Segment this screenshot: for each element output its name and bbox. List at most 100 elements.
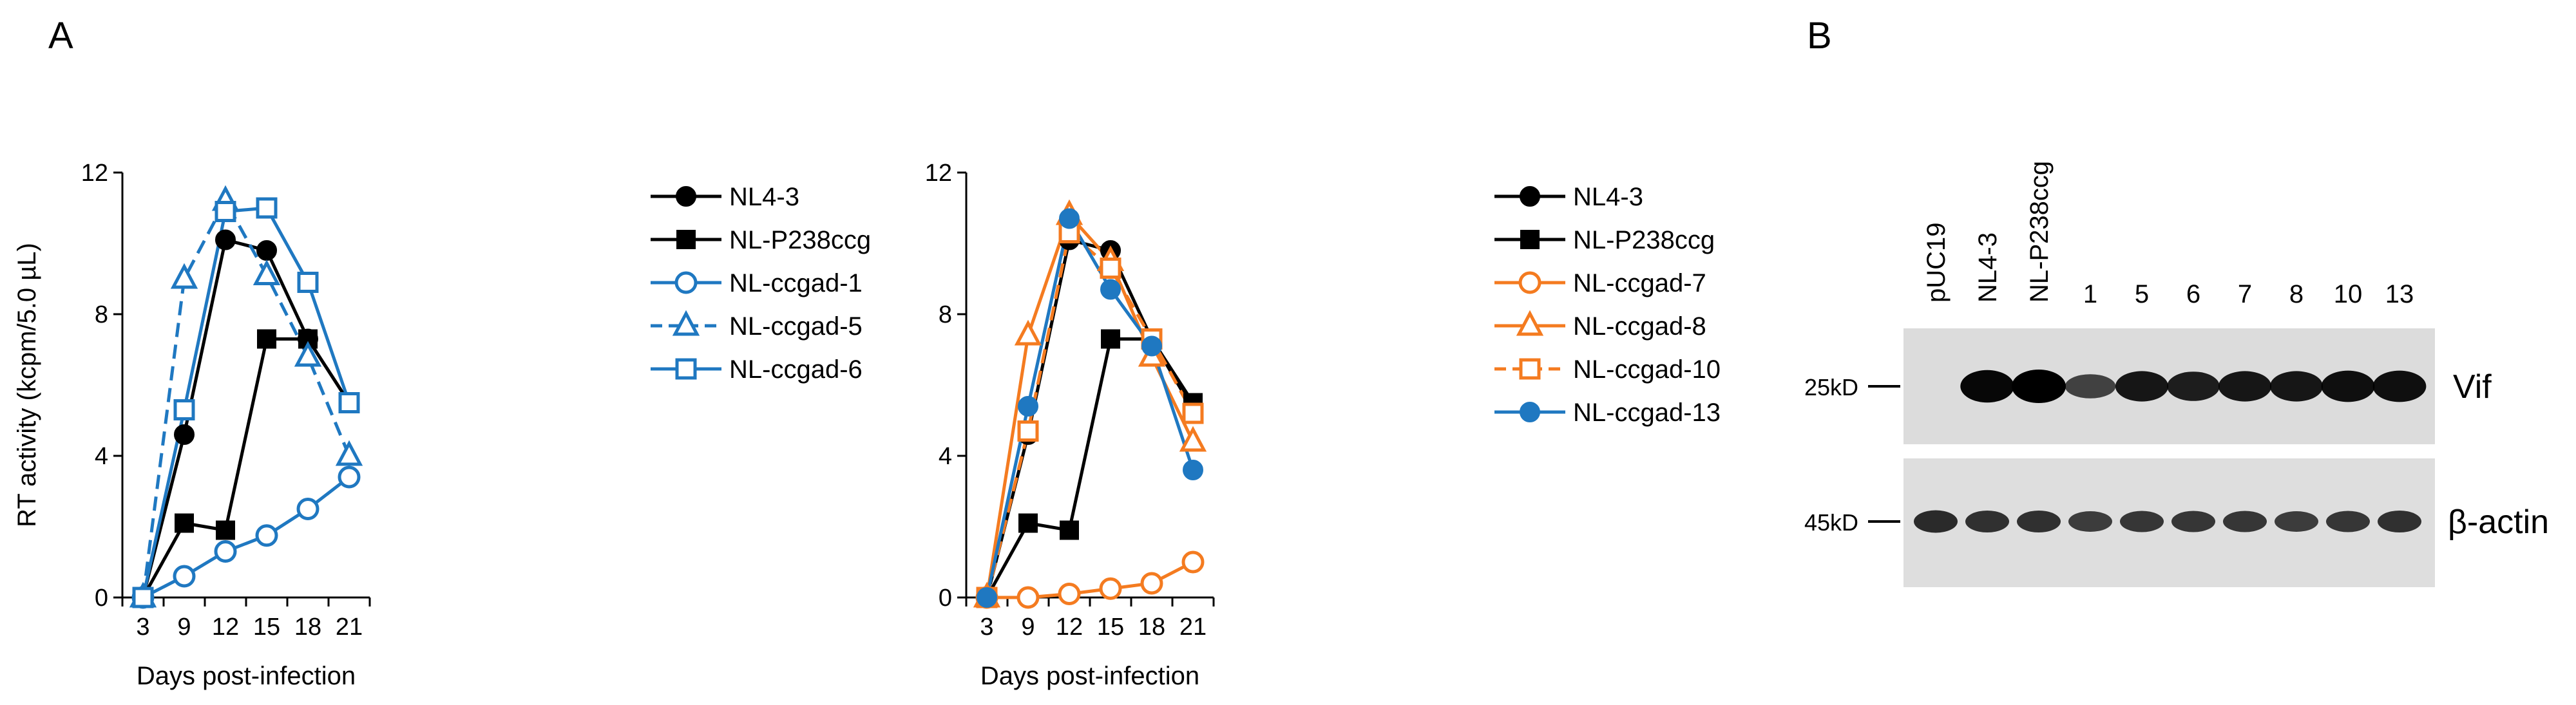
legend-marker-nl-ccgad-8 xyxy=(1516,310,1544,336)
western-blot: 25kD 45kD Vif β-actin pUC19 NL4-3 NL-P238c… xyxy=(1804,161,2549,587)
legend-label-nl4-3: NL4-3 xyxy=(1573,183,1643,211)
legend-label-nl-p238ccg: NL-P238ccg xyxy=(729,226,871,254)
legend-label-nl4-3: NL4-3 xyxy=(729,183,799,211)
actin-band-nl-p238ccg xyxy=(2017,511,2061,532)
data-point-nl-ccgad-10 xyxy=(1100,258,1121,279)
lane-label-nl-p238ccg: NL-P238ccg xyxy=(2025,161,2054,303)
series-line-nl-ccgad-10 xyxy=(985,231,1195,598)
legend-label-nl-ccgad-7: NL-ccgad-7 xyxy=(1573,269,1706,297)
legend-marker-nl-ccgad-13 xyxy=(1520,402,1540,422)
data-point-nl-ccgad-7 xyxy=(1140,572,1163,595)
x-axis-label: Days post-infection xyxy=(980,662,1199,690)
lane-label-6: 6 xyxy=(2186,280,2200,308)
vif-band-6 xyxy=(2167,371,2220,401)
x-tick-label: 12 xyxy=(1056,614,1083,641)
actin-band-7 xyxy=(2223,511,2267,532)
legend-label-nl-ccgad-8: NL-ccgad-8 xyxy=(1573,312,1706,341)
y-tick-label: 8 xyxy=(95,301,108,328)
data-point-nl-ccgad-1 xyxy=(296,498,320,520)
panel-label-a: A xyxy=(48,15,73,57)
data-point-nl4-3 xyxy=(174,424,195,445)
data-point-nl-p238ccg xyxy=(1060,520,1079,540)
legend-marker-nl-ccgad-6 xyxy=(675,358,697,380)
data-point-nl-ccgad-13 xyxy=(1059,208,1080,229)
series-line-nl-p238ccg xyxy=(141,337,351,599)
lane-label-puc19: pUC19 xyxy=(1922,222,1951,303)
legend-label-nl-ccgad-5: NL-ccgad-5 xyxy=(729,312,863,341)
x-tick-label: 15 xyxy=(253,614,280,641)
data-point-nl-ccgad-13 xyxy=(977,587,997,608)
y-axis-label: RT activity (kcpm/5.0 µL) xyxy=(13,243,41,527)
lane-label-1: 1 xyxy=(2083,280,2097,308)
data-point-nl-ccgad-13 xyxy=(1183,460,1203,480)
data-point-nl-ccgad-1 xyxy=(338,465,361,489)
blot-label-vif: Vif xyxy=(2453,368,2492,406)
legend-marker-nl-ccgad-7 xyxy=(1518,271,1541,294)
data-point-nl4-3 xyxy=(215,229,236,250)
data-point-nl-ccgad-5 xyxy=(335,440,363,466)
x-tick-label: 3 xyxy=(980,614,993,641)
vif-band-5 xyxy=(2115,371,2169,402)
legend-marker-nl4-3 xyxy=(1520,186,1540,207)
vif-band-7 xyxy=(2218,371,2272,402)
vif-band-nl-p238ccg xyxy=(2012,370,2066,403)
panel-label-b: B xyxy=(1807,15,1832,57)
x-tick-label: 21 xyxy=(1179,614,1207,641)
x-tick-label: 3 xyxy=(136,614,149,641)
data-point-nl-ccgad-13 xyxy=(1141,335,1162,357)
legend-label-nl-ccgad-13: NL-ccgad-13 xyxy=(1573,399,1721,427)
data-point-nl-ccgad-1 xyxy=(173,565,196,588)
marker-45kd: 45kD xyxy=(1804,509,1858,536)
actin-band-1 xyxy=(2068,511,2112,532)
actin-band-nl4-3 xyxy=(1965,511,2009,532)
x-tick-label: 18 xyxy=(1138,614,1165,641)
x-tick-label: 15 xyxy=(1097,614,1124,641)
x-tick-label: 12 xyxy=(212,614,239,641)
y-tick-label: 12 xyxy=(925,160,952,187)
y-tick-label: 8 xyxy=(939,301,952,328)
lane-label-8: 8 xyxy=(2289,280,2304,308)
y-tick-label: 4 xyxy=(939,443,952,470)
x-tick-label: 9 xyxy=(1021,614,1035,641)
chart-left: 0 4 8 12 3 9 12 15 18 21 Days post-infection RT act… xyxy=(13,160,371,690)
legend-right: NL4-3 NL-P238ccg NL-ccgad-7 NL-ccgad-8 NL-cc… xyxy=(1494,183,1721,427)
data-point-nl-p238ccg xyxy=(1018,513,1038,533)
lane-label-13: 13 xyxy=(2385,280,2414,308)
actin-band-6 xyxy=(2171,511,2215,532)
legend-label-nl-ccgad-10: NL-ccgad-10 xyxy=(1573,355,1721,384)
legend-marker-nl-p238ccg xyxy=(1520,230,1540,249)
data-point-nl-ccgad-5 xyxy=(170,263,198,289)
data-point-nl-ccgad-8 xyxy=(1179,426,1207,452)
actin-band-10 xyxy=(2326,511,2370,532)
data-point-nl-ccgad-7 xyxy=(1058,583,1081,605)
data-point-nl-ccgad-7 xyxy=(1181,550,1205,574)
data-point-nl-ccgad-6 xyxy=(215,201,236,222)
actin-band-13 xyxy=(2378,511,2421,532)
y-tick-label: 0 xyxy=(95,585,108,612)
data-point-nl-ccgad-8 xyxy=(1014,319,1042,346)
data-point-nl-ccgad-10 xyxy=(1017,420,1039,442)
x-axis-label: Days post-infection xyxy=(137,662,356,690)
data-point-nl-ccgad-1 xyxy=(255,524,278,547)
legend-marker-nl-ccgad-10 xyxy=(1519,358,1541,380)
data-point-nl-ccgad-5 xyxy=(253,259,281,285)
data-point-nl-ccgad-7 xyxy=(1099,577,1122,600)
data-point-nl-p238ccg xyxy=(216,520,235,540)
data-point-nl4-3 xyxy=(256,240,277,261)
lane-label-nl4-3: NL4-3 xyxy=(1974,232,2002,303)
vif-band-nl4-3 xyxy=(1960,370,2014,403)
vif-band-1 xyxy=(2065,374,2116,399)
y-tick-label: 12 xyxy=(81,160,108,187)
blot-label-actin: β-actin xyxy=(2448,503,2549,541)
lane-label-10: 10 xyxy=(2334,280,2363,308)
data-point-nl-ccgad-13 xyxy=(1018,396,1038,417)
y-tick-label: 4 xyxy=(95,443,108,470)
actin-band-puc19 xyxy=(1914,510,1958,533)
x-tick-label: 9 xyxy=(177,614,191,641)
vif-band-10 xyxy=(2321,370,2375,402)
data-point-nl-p238ccg xyxy=(175,513,194,533)
legend-label-nl-ccgad-1: NL-ccgad-1 xyxy=(729,269,863,297)
lane-label-7: 7 xyxy=(2238,280,2252,308)
data-point-nl-ccgad-6 xyxy=(132,587,154,608)
